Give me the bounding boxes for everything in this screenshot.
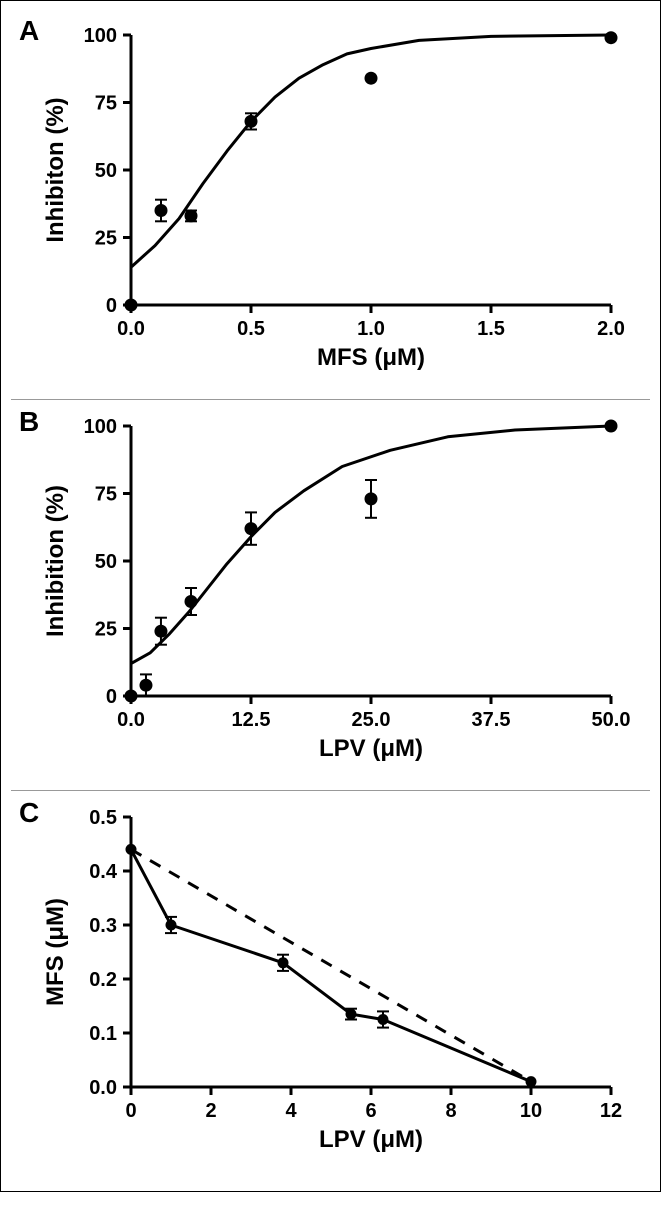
svg-text:75: 75	[94, 93, 116, 115]
svg-text:37.5: 37.5	[471, 709, 510, 731]
svg-text:50: 50	[94, 160, 116, 182]
svg-text:100: 100	[83, 416, 116, 438]
panel-c-label: C	[19, 797, 39, 829]
svg-text:75: 75	[94, 484, 116, 506]
svg-text:0.2: 0.2	[89, 969, 117, 991]
svg-text:MFS (μM): MFS (μM)	[317, 344, 425, 371]
svg-text:0.5: 0.5	[237, 318, 265, 340]
svg-text:25: 25	[94, 228, 116, 250]
svg-text:0.0: 0.0	[89, 1077, 117, 1099]
panel-a-label: A	[19, 15, 39, 47]
panel-c: C 0 2 4 6 8 10 12 0.0 0.1 0.2 0.3 0.4 0.5 LPV (μM) MFS…	[11, 791, 650, 1181]
svg-text:0.3: 0.3	[89, 915, 117, 937]
panel-a-svg: 0.0 0.5 1.0 1.5 2.0 0 25 50 75 100 MFS (μM) Inhibit…	[31, 15, 631, 385]
svg-text:0: 0	[105, 295, 116, 317]
svg-text:0: 0	[105, 686, 116, 708]
svg-text:2: 2	[205, 1100, 216, 1122]
svg-text:LPV (μM): LPV (μM)	[318, 1126, 422, 1153]
svg-text:12: 12	[599, 1100, 621, 1122]
svg-text:0.1: 0.1	[89, 1023, 117, 1045]
svg-text:Inhibiton (%): Inhibiton (%)	[42, 97, 69, 242]
panel-c-svg: 0 2 4 6 8 10 12 0.0 0.1 0.2 0.3 0.4 0.5 LPV (μM) MFS (…	[31, 797, 631, 1167]
svg-text:0.0: 0.0	[117, 709, 145, 731]
panel-b-plot-holder: 0.0 12.5 25.0 37.5 50.0 0 25 50 75 100 LPV (μM) Inh…	[11, 406, 650, 776]
svg-text:0.5: 0.5	[89, 807, 117, 829]
svg-text:MFS (μM): MFS (μM)	[42, 898, 69, 1006]
svg-text:0.0: 0.0	[117, 318, 145, 340]
svg-text:4: 4	[285, 1100, 297, 1122]
panel-b-svg: 0.0 12.5 25.0 37.5 50.0 0 25 50 75 100 LPV (μM) Inh…	[31, 406, 631, 776]
panel-b: B 0.0 12.5 25.0 37.5 50.0 0 25 50 75 100 LPV (μM) I…	[11, 400, 650, 791]
svg-text:8: 8	[445, 1100, 456, 1122]
svg-text:12.5: 12.5	[231, 709, 270, 731]
svg-text:50: 50	[94, 551, 116, 573]
svg-text:25.0: 25.0	[351, 709, 390, 731]
svg-text:Inhibition (%): Inhibition (%)	[42, 485, 69, 637]
svg-text:25: 25	[94, 619, 116, 641]
svg-text:50.0: 50.0	[591, 709, 630, 731]
svg-text:LPV (μM): LPV (μM)	[318, 735, 422, 762]
panel-c-plot-holder: 0 2 4 6 8 10 12 0.0 0.1 0.2 0.3 0.4 0.5 LPV (μM) MFS (…	[11, 797, 650, 1167]
svg-text:2.0: 2.0	[597, 318, 625, 340]
panel-b-label: B	[19, 406, 39, 438]
svg-text:1.5: 1.5	[477, 318, 505, 340]
svg-text:6: 6	[365, 1100, 376, 1122]
svg-text:1.0: 1.0	[357, 318, 385, 340]
panel-a: A 0.0 0.5 1.0 1.5 2.0 0 25 50 75 100 MFS (μM) Inhib…	[11, 9, 650, 400]
svg-text:10: 10	[519, 1100, 541, 1122]
figure-wrapper: A 0.00.51.01.52.00255075100MFS (μM)Inhib…	[0, 0, 661, 1192]
svg-text:100: 100	[83, 25, 116, 47]
svg-text:0: 0	[125, 1100, 136, 1122]
panel-a-plot-holder: 0.0 0.5 1.0 1.5 2.0 0 25 50 75 100 MFS (μM) Inhibit…	[11, 15, 650, 385]
svg-text:0.4: 0.4	[89, 861, 118, 883]
